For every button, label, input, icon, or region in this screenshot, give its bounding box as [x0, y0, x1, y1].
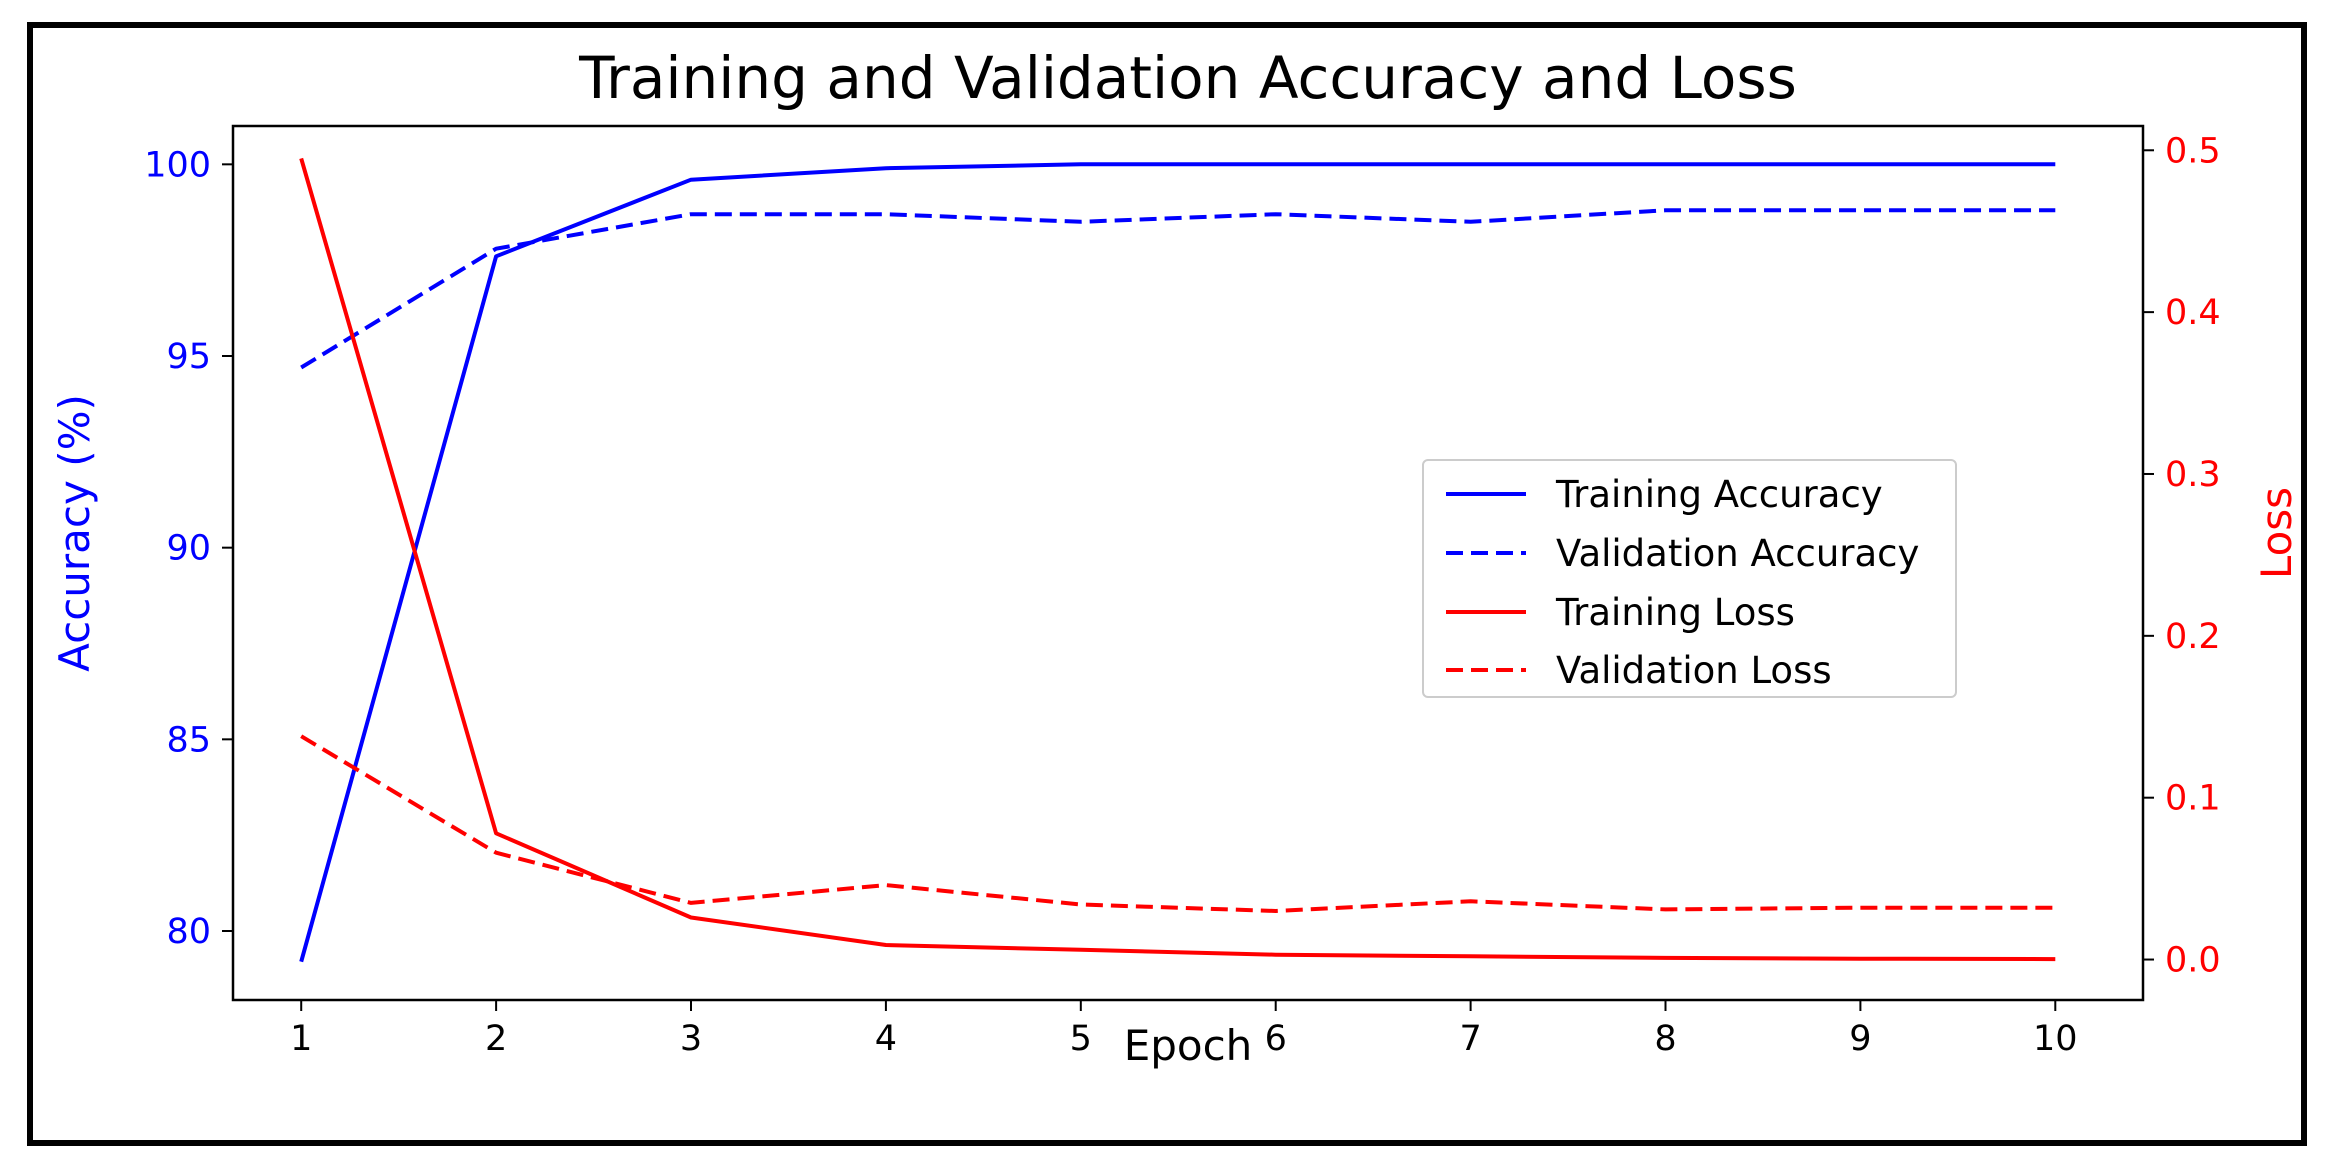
- legend-label-training-loss: Training Loss: [1555, 591, 1795, 634]
- y-right-tick-label: 0.3: [2165, 455, 2221, 495]
- legend-label-validation-loss: Validation Loss: [1556, 649, 1832, 692]
- series-line-validation-loss: [300, 734, 2056, 913]
- legend: Training Accuracy Validation Accuracy Tr…: [1422, 459, 1957, 698]
- x-tick-label: 4: [875, 1019, 897, 1059]
- y-right-tick-label: 0.5: [2165, 131, 2221, 171]
- series-line-training-loss: [299, 157, 2056, 962]
- x-tick-label: 1: [290, 1019, 312, 1059]
- figure-frame: Training and Validation Accuracy and Los…: [27, 22, 2307, 1146]
- y-axis-right-label: Loss: [2252, 487, 2301, 579]
- x-tick-label: 7: [1459, 1019, 1481, 1059]
- y-axis-left-label: Accuracy (%): [50, 394, 99, 672]
- legend-label-training-accuracy: Training Accuracy: [1555, 473, 1883, 516]
- dual-axis-line-chart: Training and Validation Accuracy and Los…: [50, 44, 2301, 1070]
- chart-title: Training and Validation Accuracy and Los…: [578, 44, 1797, 112]
- y-left-tick-label: 85: [166, 720, 211, 760]
- y-left-tick-label: 100: [144, 145, 211, 185]
- axes-frame: [231, 124, 2145, 1002]
- y-left-tick-label: 90: [166, 529, 211, 569]
- legend-box: [1422, 459, 1957, 698]
- x-tick-label: 6: [1265, 1019, 1287, 1059]
- series-layer: [299, 157, 2056, 963]
- x-tick-label: 2: [485, 1019, 507, 1059]
- series-line-validation-accuracy: [300, 208, 2056, 370]
- y-right-tick-label: 0.0: [2165, 941, 2221, 981]
- x-tick-label: 10: [2033, 1019, 2078, 1059]
- x-tick-label: 8: [1654, 1019, 1676, 1059]
- x-tick-label: 3: [680, 1019, 702, 1059]
- tick-layer: 1 2 3 4 5 6 7 8 9 10 80 85 90 95 100 0.0 0.1 0.2 0.3 0.4 0.5: [144, 131, 2220, 1059]
- x-tick-label: 9: [1849, 1019, 1871, 1059]
- y-right-tick-label: 0.2: [2165, 617, 2221, 657]
- y-right-tick-label: 0.4: [2165, 293, 2221, 333]
- x-axis-label: Epoch: [1124, 1021, 1253, 1070]
- y-right-tick-label: 0.1: [2165, 779, 2221, 819]
- x-tick-label: 5: [1070, 1019, 1092, 1059]
- plot-area-border: [231, 124, 2145, 1002]
- legend-label-validation-accuracy: Validation Accuracy: [1556, 532, 1919, 575]
- y-left-tick-label: 95: [166, 337, 211, 377]
- series-line-training-accuracy: [299, 162, 2056, 963]
- y-left-tick-label: 80: [166, 912, 211, 952]
